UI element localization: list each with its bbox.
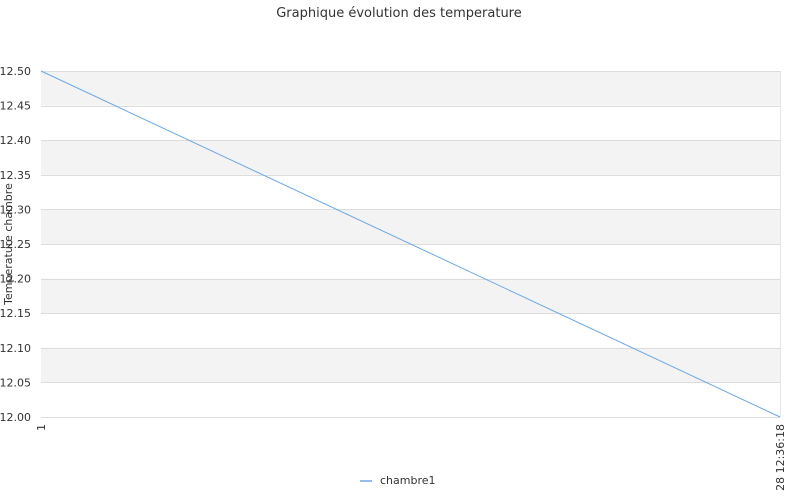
grid-band — [41, 347, 780, 383]
y-tick-label: 12.15 — [0, 307, 31, 320]
y-tick-label: 12.05 — [0, 376, 31, 389]
grid-band — [41, 209, 780, 244]
grid-band — [41, 71, 780, 106]
chart-title: Graphique évolution des temperature — [276, 6, 522, 21]
plot-grid — [41, 71, 781, 418]
y-tick-label: 12.20 — [0, 273, 31, 286]
y-axis-label: Temperature chambre — [2, 183, 15, 306]
y-tick-label: 12.40 — [0, 134, 31, 147]
plot-bands — [41, 71, 780, 383]
grid-band — [41, 140, 780, 175]
y-tick-label: 12.45 — [0, 100, 31, 113]
series-line-chambre1[interactable] — [40, 70, 781, 418]
grid-band — [41, 278, 780, 314]
x-axis-ticks: 1 28 12:36:18 — [35, 424, 787, 491]
y-tick-label: 12.30 — [0, 203, 31, 216]
y-tick-label: 12.00 — [0, 411, 31, 424]
y-axis-ticks: 12.00 12.05 12.10 12.15 12.20 12.25 12.30 12.35… — [0, 65, 31, 424]
legend-label-chambre1: chambre1 — [380, 474, 436, 487]
x-tick-label: 1 — [35, 424, 48, 431]
x-tick-label: 28 12:36:18 — [774, 424, 787, 491]
legend[interactable]: chambre1 — [360, 474, 436, 487]
y-tick-label: 12.10 — [0, 342, 31, 355]
y-tick-label: 12.25 — [0, 238, 31, 251]
series-layer — [40, 70, 781, 418]
y-tick-label: 12.50 — [0, 65, 31, 78]
y-tick-label: 12.35 — [0, 169, 31, 182]
